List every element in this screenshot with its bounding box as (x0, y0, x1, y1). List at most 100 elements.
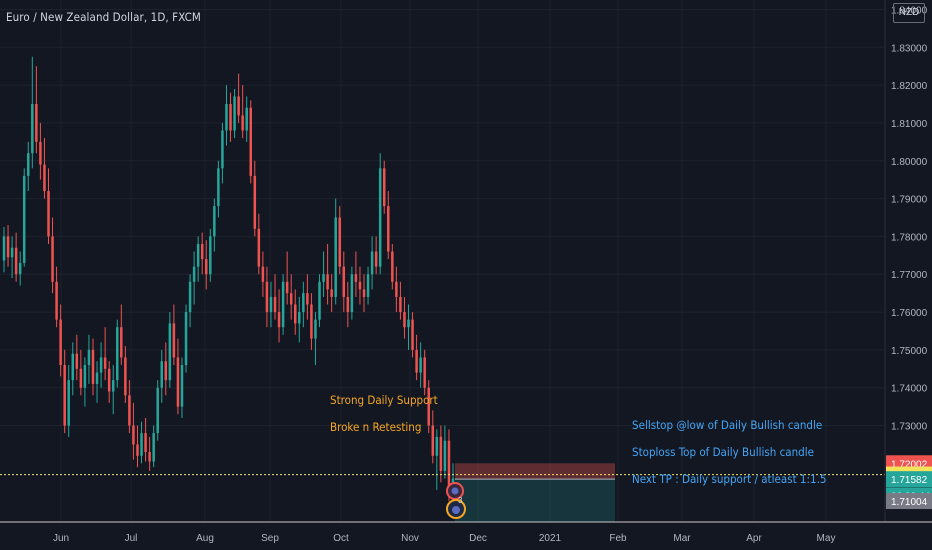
candle-body (14, 247, 18, 275)
candle-body (391, 251, 394, 282)
candle-body (366, 274, 370, 297)
candle-body (156, 387, 159, 434)
candle-body (6, 236, 10, 258)
price-tick-label: 1.82000 (891, 81, 928, 92)
price-label-text: 1.71582 (891, 475, 928, 486)
price-tick-label: 1.84000 (891, 5, 928, 16)
candle-body (407, 319, 410, 328)
price-tick-label: 1.75000 (891, 346, 928, 357)
candle-body (314, 319, 317, 339)
time-tick-label: Nov (401, 533, 419, 544)
candle-body (245, 107, 248, 131)
candle-body (172, 323, 176, 358)
candle-body (415, 349, 418, 373)
price-axis[interactable]: 1.84000 1.83000 1.82000 1.81000 1.80000 1.790… (891, 5, 928, 432)
candle-body (152, 433, 155, 462)
time-tick-label: Jun (53, 533, 69, 544)
candle-body (354, 274, 358, 282)
candle-body (306, 293, 309, 305)
time-axis[interactable]: Jun Jul Aug Sep Oct Nov Dec 2021 Feb Mar Apr May (53, 533, 836, 544)
candle-body (27, 153, 30, 176)
candle-body (326, 274, 329, 290)
price-tick-label: 1.81000 (891, 119, 928, 130)
price-tick-label: 1.73000 (891, 422, 928, 433)
candle-body (63, 365, 66, 426)
candle-body (39, 141, 42, 165)
time-tick-label: Dec (469, 533, 487, 544)
candle-body (281, 281, 285, 328)
candle-body (160, 361, 164, 388)
candle-body (18, 262, 22, 275)
candle-body (411, 319, 414, 350)
candle-body (269, 296, 273, 313)
chart-markers[interactable]: 3 (446, 482, 466, 519)
price-tick-label: 1.83000 (891, 43, 928, 54)
candle-body (148, 452, 151, 462)
candle-body (136, 444, 139, 456)
currency-badge[interactable]: NZD (893, 3, 925, 23)
price-tick-label: 1.76000 (891, 308, 928, 319)
candle-body (75, 353, 79, 369)
stop-loss-zone[interactable] (455, 463, 615, 480)
candle-body (128, 395, 131, 426)
candle-body (387, 206, 390, 252)
price-label-tag (886, 493, 932, 510)
candle-body (95, 372, 99, 384)
candle-body (310, 304, 313, 339)
time-tick-label: Aug (196, 533, 214, 544)
price-tick-label: 1.80000 (891, 157, 928, 168)
candle-body (298, 312, 301, 324)
time-tick-label: Jul (125, 533, 138, 544)
candle-body (403, 312, 406, 328)
chart-annotation: Strong Daily Support (330, 393, 438, 407)
trade-zones (455, 463, 615, 522)
candle-body (419, 357, 422, 373)
candle-body (285, 281, 289, 294)
candle-body (188, 281, 192, 313)
candle-body (447, 440, 451, 490)
chart-annotation: Broke n Retesting (330, 420, 421, 434)
candle-body (180, 365, 184, 407)
candle-body (35, 104, 38, 142)
candle-body (334, 217, 337, 297)
candle-body (107, 368, 111, 392)
time-tick-label: Sep (261, 533, 279, 544)
candle-body (2, 236, 6, 261)
candle-body (47, 191, 50, 237)
candle-body (249, 107, 253, 176)
candle-body (277, 312, 281, 328)
time-tick-label: Oct (333, 533, 349, 544)
candle-body (435, 436, 439, 456)
candle-body (71, 353, 75, 381)
candle-body (192, 266, 196, 282)
candle-body (87, 349, 91, 366)
candle-body (217, 168, 220, 207)
candle-body (209, 236, 212, 275)
candle-body (221, 130, 224, 169)
candle-body (253, 175, 257, 229)
candle-body (196, 243, 200, 267)
candle-body (346, 296, 350, 313)
candle-body (55, 281, 58, 320)
candle-body (350, 274, 354, 313)
candle-body (342, 266, 346, 297)
time-tick-label: Mar (673, 533, 691, 544)
take-profit-zone[interactable] (455, 479, 615, 522)
time-tick-label: Apr (746, 533, 762, 544)
candle-body (116, 327, 119, 381)
candle-body (225, 104, 228, 131)
candle-body (67, 380, 70, 426)
candle-body (241, 115, 244, 131)
candle-body (439, 436, 443, 471)
candle-body (168, 323, 172, 381)
candle-body (431, 425, 435, 456)
candle-body (132, 425, 135, 445)
chart-annotation: Stoploss Top of Daily Bullish candle (632, 445, 814, 459)
time-tick-label: Feb (609, 533, 627, 544)
candle-body (43, 164, 46, 192)
candle-body (261, 266, 265, 282)
candle-body (318, 281, 321, 320)
